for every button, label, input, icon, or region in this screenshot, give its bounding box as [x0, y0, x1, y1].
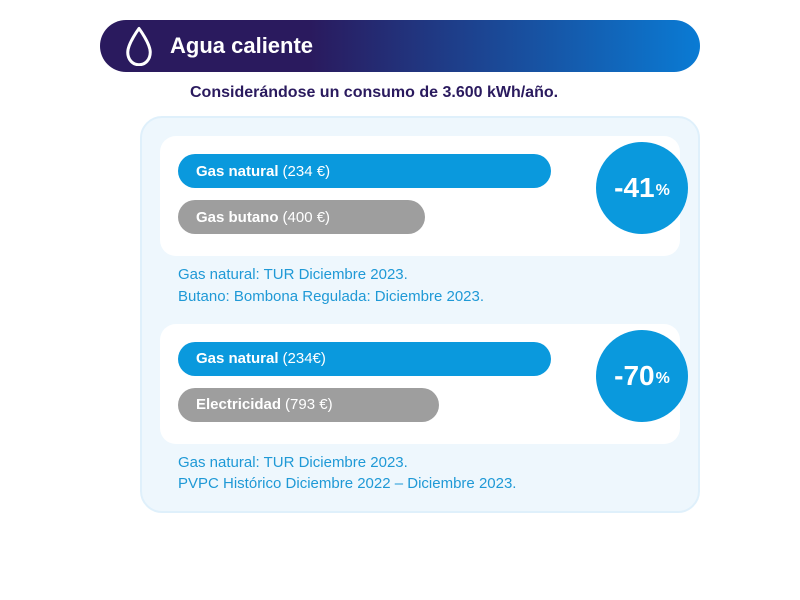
bar-price: (234 €) — [283, 163, 331, 180]
bar-name: Electricidad — [196, 396, 281, 413]
note-line: Butano: Bombona Regulada: Diciembre 2023… — [178, 286, 680, 308]
note-line: Gas natural: TUR Diciembre 2023. — [178, 452, 680, 474]
bar-gas-butano: Gas butano (400 €) — [178, 200, 425, 234]
header-title: Agua caliente — [170, 33, 313, 59]
subtitle: Considerándose un consumo de 3.600 kWh/a… — [190, 84, 700, 102]
bar-row: Gas butano (400 €) — [178, 200, 662, 234]
bar-name: Gas natural — [196, 350, 279, 367]
bar-price: (234€) — [283, 350, 326, 367]
comparison-outer-box: -41 % Gas natural (234 €) Gas butano (40… — [140, 116, 700, 513]
bar-row: Gas natural (234 €) — [178, 154, 662, 188]
bar-name: Gas natural — [196, 163, 279, 180]
savings-unit: % — [656, 182, 670, 200]
comparison-notes: Gas natural: TUR Diciembre 2023. Butano:… — [178, 264, 680, 308]
savings-badge: -41 % — [596, 142, 688, 234]
header-pill: Agua caliente — [100, 20, 700, 72]
water-drop-icon — [124, 26, 154, 66]
savings-value: -41 — [614, 172, 654, 204]
bar-row: Electricidad (793 €) — [178, 388, 662, 422]
infographic-container: Agua caliente Considerándose un consumo … — [100, 20, 700, 513]
bar-price: (400 €) — [283, 209, 331, 226]
bar-electricidad: Electricidad (793 €) — [178, 388, 439, 422]
bar-gas-natural: Gas natural (234€) — [178, 342, 551, 376]
note-line: Gas natural: TUR Diciembre 2023. — [178, 264, 680, 286]
savings-unit: % — [656, 370, 670, 388]
savings-badge: -70 % — [596, 330, 688, 422]
savings-value: -70 — [614, 360, 654, 392]
bar-name: Gas butano — [196, 209, 279, 226]
bar-gas-natural: Gas natural (234 €) — [178, 154, 551, 188]
comparison-card: -70 % Gas natural (234€) Electricidad (7… — [160, 324, 680, 444]
comparison-notes: Gas natural: TUR Diciembre 2023. PVPC Hi… — [178, 452, 680, 496]
comparison-card: -41 % Gas natural (234 €) Gas butano (40… — [160, 136, 680, 256]
bar-price: (793 €) — [285, 396, 333, 413]
bar-row: Gas natural (234€) — [178, 342, 662, 376]
note-line: PVPC Histórico Diciembre 2022 – Diciembr… — [178, 473, 680, 495]
